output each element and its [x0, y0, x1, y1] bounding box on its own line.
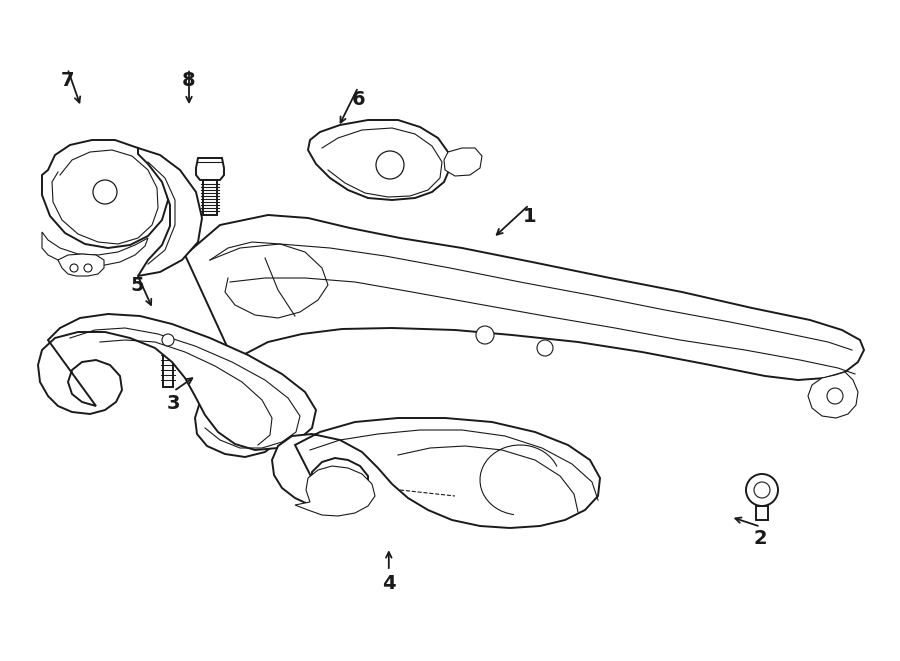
Polygon shape: [203, 180, 217, 215]
Polygon shape: [58, 254, 104, 276]
Text: 2: 2: [753, 529, 768, 548]
Circle shape: [93, 180, 117, 204]
Polygon shape: [42, 232, 148, 266]
Polygon shape: [185, 215, 864, 457]
Circle shape: [827, 388, 843, 404]
Polygon shape: [196, 158, 224, 180]
Circle shape: [754, 482, 770, 498]
Text: 4: 4: [382, 574, 396, 592]
Circle shape: [70, 264, 78, 272]
Polygon shape: [163, 352, 173, 387]
Text: 7: 7: [61, 71, 74, 90]
Text: 6: 6: [351, 90, 365, 108]
Circle shape: [476, 326, 494, 344]
Polygon shape: [158, 328, 178, 352]
Text: 3: 3: [167, 394, 180, 412]
Text: 1: 1: [522, 208, 536, 226]
Polygon shape: [42, 140, 168, 248]
Polygon shape: [808, 372, 858, 418]
Polygon shape: [272, 418, 600, 528]
Circle shape: [746, 474, 778, 506]
Polygon shape: [308, 120, 450, 200]
Text: 8: 8: [182, 71, 196, 90]
Text: 5: 5: [130, 276, 144, 295]
Polygon shape: [38, 314, 316, 450]
Circle shape: [84, 264, 92, 272]
Circle shape: [376, 151, 404, 179]
Polygon shape: [138, 148, 202, 276]
Polygon shape: [295, 466, 375, 516]
Polygon shape: [444, 148, 482, 176]
Circle shape: [162, 334, 174, 346]
Polygon shape: [756, 506, 768, 520]
Circle shape: [537, 340, 553, 356]
